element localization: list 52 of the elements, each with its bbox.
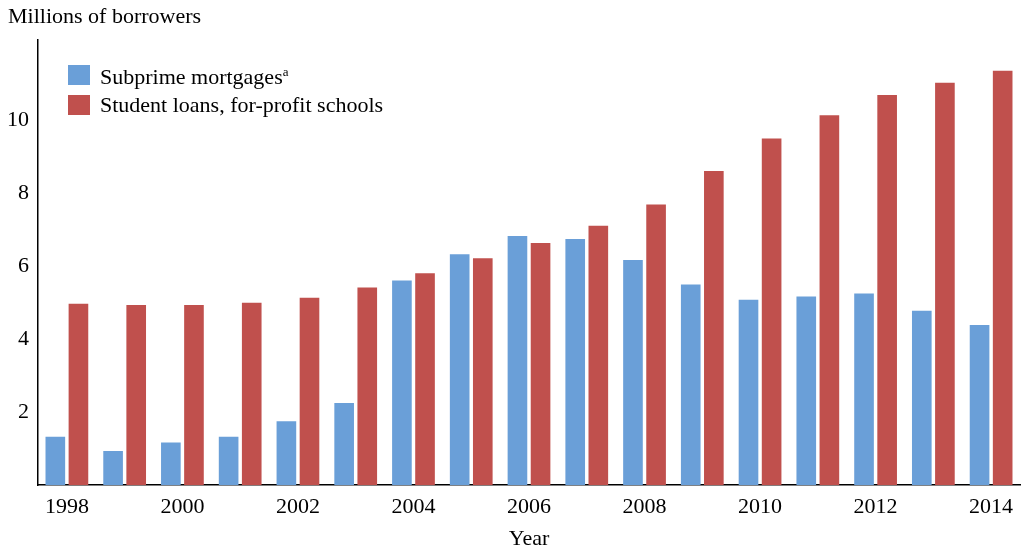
bar: [276, 421, 297, 486]
bar: [680, 284, 701, 486]
bar: [704, 171, 724, 486]
bar: [646, 204, 666, 486]
bar: [992, 70, 1013, 486]
bar: [415, 273, 435, 486]
x-tick-label: 2012: [853, 493, 898, 519]
bar: [877, 95, 897, 486]
y-tick-label: 8: [18, 179, 29, 205]
bar: [184, 304, 204, 486]
bar: [761, 138, 782, 486]
y-tick-label: 4: [18, 325, 29, 351]
bar: [854, 293, 874, 486]
x-axis-title: Year: [508, 524, 550, 550]
y-tick-label: 10: [7, 106, 29, 132]
bar: [472, 258, 493, 486]
x-tick-label: 1998: [44, 493, 89, 519]
bar: [126, 304, 147, 486]
x-tick-label: 2004: [391, 493, 436, 519]
x-tick-label: 2010: [738, 493, 783, 519]
bar: [103, 450, 123, 486]
x-tick-label: 2000: [160, 493, 205, 519]
bar: [334, 403, 354, 486]
bar: [935, 82, 955, 486]
bar: [623, 260, 643, 486]
bar: [796, 296, 817, 486]
bar: [969, 325, 990, 486]
y-tick-label: 2: [18, 398, 29, 423]
x-tick-label: 2008: [622, 493, 667, 519]
y-tick-label: 6: [18, 252, 29, 278]
bar: [45, 436, 66, 486]
bar: [819, 115, 840, 486]
bar: [241, 302, 262, 486]
bar: [565, 238, 586, 486]
x-tick-label: 2014: [969, 493, 1014, 519]
bar: [738, 299, 759, 486]
bar: [588, 225, 609, 486]
bar: [530, 242, 551, 486]
x-tick-label: 2002: [275, 493, 320, 519]
x-tick-label: 2006: [507, 493, 551, 519]
bar: [392, 280, 412, 486]
bar: [507, 235, 528, 486]
bar: [218, 436, 239, 486]
legend-label: Subprime mortgages$^{a}$: [100, 63, 289, 92]
bar: [299, 297, 320, 486]
bar: [68, 303, 89, 486]
legend-label: Student loans, for-profit schools: [100, 91, 384, 120]
y-axis-title: Millions of borrowers: [8, 2, 202, 28]
bar: [161, 442, 181, 486]
bar: [911, 310, 932, 486]
bar: [449, 254, 470, 486]
bar: [357, 287, 378, 486]
